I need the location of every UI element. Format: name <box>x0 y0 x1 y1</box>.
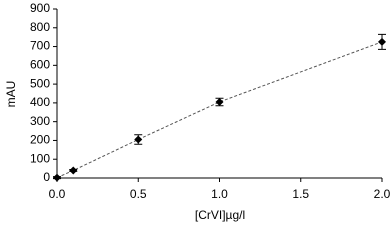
point <box>215 97 224 106</box>
x-tick-label: 0.5 <box>130 187 147 201</box>
y-axis-title: mAU <box>4 81 18 108</box>
chart: [CrVI]µg/l mAU 0 100 200 300 400 500 600 700 800… <box>4 1 391 222</box>
y-tick-label: 0 <box>43 170 50 184</box>
y-tick-label: 100 <box>30 151 50 165</box>
x-tick-label: 0.0 <box>49 187 66 201</box>
point <box>69 166 78 175</box>
point <box>134 135 143 144</box>
y-tick-label: 800 <box>30 20 50 34</box>
x-tick-label: 1.0 <box>211 187 228 201</box>
point <box>378 37 386 46</box>
y-tick-label: 700 <box>30 39 50 53</box>
trend-line <box>56 41 383 179</box>
y-tick-label: 600 <box>30 58 50 72</box>
x-tick-label: 1.5 <box>292 187 309 201</box>
y-tick-label: 300 <box>30 114 50 128</box>
y-tick-label: 500 <box>30 76 50 90</box>
x-tick-label: 2.0 <box>374 187 391 201</box>
point <box>53 173 61 182</box>
x-axis-title: [CrVI]µg/l <box>195 208 245 222</box>
y-tick-label: 200 <box>30 133 50 147</box>
y-tick-label: 400 <box>30 95 50 109</box>
y-tick-label: 900 <box>30 1 50 15</box>
